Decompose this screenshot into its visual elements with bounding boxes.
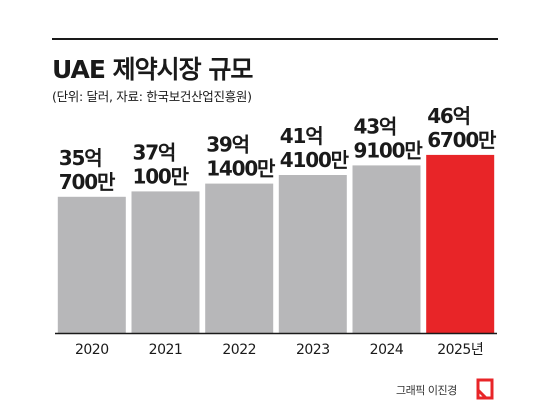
bar-2022 xyxy=(205,183,274,333)
data-label-2022-2: 1400만 xyxy=(206,157,276,181)
data-label-2025년-1: 46억 xyxy=(427,104,470,128)
chart-subtitle: (단위: 달러, 자료: 한국보건산업진흥원) xyxy=(52,89,252,104)
data-label-2024-2: 9100만 xyxy=(354,138,424,162)
x-tick-label-2020: 2020 xyxy=(75,342,109,358)
x-tick-label-2025년: 2025년 xyxy=(437,342,483,358)
data-label-2021-2: 100만 xyxy=(133,164,190,188)
chart-title: UAE 제약시장 규모 xyxy=(52,55,253,84)
data-label-2023-2: 4100만 xyxy=(280,148,350,172)
x-tick-label-2023: 2023 xyxy=(296,342,330,358)
data-label-2020-1: 35억 xyxy=(59,146,102,170)
data-label-2024-1: 43억 xyxy=(354,114,397,138)
x-tick-label-2021: 2021 xyxy=(149,342,183,358)
x-tick-label-2024: 2024 xyxy=(370,342,404,358)
graphic-credit: 그래픽 이진경 xyxy=(396,384,457,397)
bar-2023 xyxy=(278,175,347,333)
data-label-2021-1: 37억 xyxy=(133,140,176,164)
bar-2021 xyxy=(131,191,200,333)
data-label-2020-2: 700만 xyxy=(59,170,116,194)
bar-2024 xyxy=(352,165,421,333)
data-label-2023-1: 41억 xyxy=(280,124,323,148)
publisher-logo-icon xyxy=(476,378,494,400)
data-label-2022-1: 39억 xyxy=(206,133,249,157)
bar-2025년 xyxy=(426,154,495,333)
data-label-2025년-2: 6700만 xyxy=(427,128,497,152)
top-rule xyxy=(52,38,498,40)
x-tick-label-2022: 2022 xyxy=(222,342,256,358)
bar-2020 xyxy=(57,196,126,333)
